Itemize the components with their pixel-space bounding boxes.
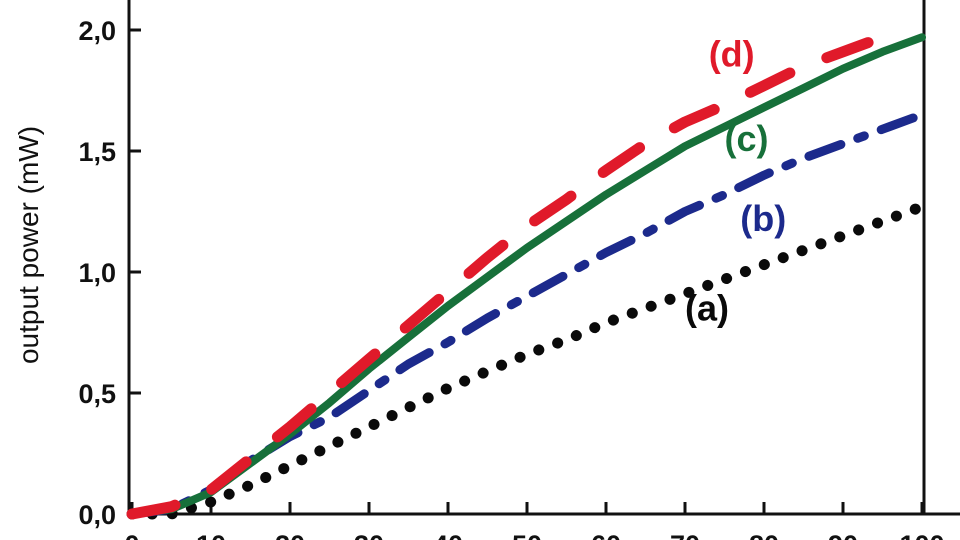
curve-labels-group: (a) (b) (c) (d)	[685, 33, 786, 328]
curve-label: (a)	[685, 287, 729, 328]
ticks-group: 0,0 0,5 1,0 1,5 2,0 0 10 20 30 40 50 60 70 80 90 100	[78, 16, 944, 540]
curve-label: (b)	[740, 198, 786, 239]
x-tick-label: 0	[124, 530, 139, 540]
y-tick-label: 1,0	[78, 258, 116, 288]
x-tick-label: 10	[196, 530, 226, 540]
series-line	[128, 33, 926, 518]
series-line	[126, 31, 888, 520]
x-tick-label: 90	[828, 530, 858, 540]
x-tick-label: 70	[670, 530, 700, 540]
y-tick-label: 0,0	[78, 500, 116, 530]
x-tick-label: 40	[433, 530, 463, 540]
series-line	[126, 201, 928, 520]
y-tick-label: 2,0	[78, 16, 116, 46]
x-tick-label: 50	[512, 530, 542, 540]
x-tick-label: 20	[275, 530, 305, 540]
curve-label: (c)	[725, 118, 769, 159]
y-axis-title: output power (mW)	[13, 126, 44, 364]
series-line	[127, 110, 927, 519]
x-tick-label: 100	[899, 530, 944, 540]
x-tick-label: 80	[749, 530, 779, 540]
y-tick-label: 1,5	[78, 137, 116, 167]
series-group	[126, 31, 928, 520]
curve-label: (d)	[709, 33, 755, 74]
axes-group	[127, 0, 960, 516]
y-tick-label: 0,5	[78, 379, 116, 409]
x-tick-label: 30	[354, 530, 384, 540]
x-tick-label: 60	[591, 530, 621, 540]
